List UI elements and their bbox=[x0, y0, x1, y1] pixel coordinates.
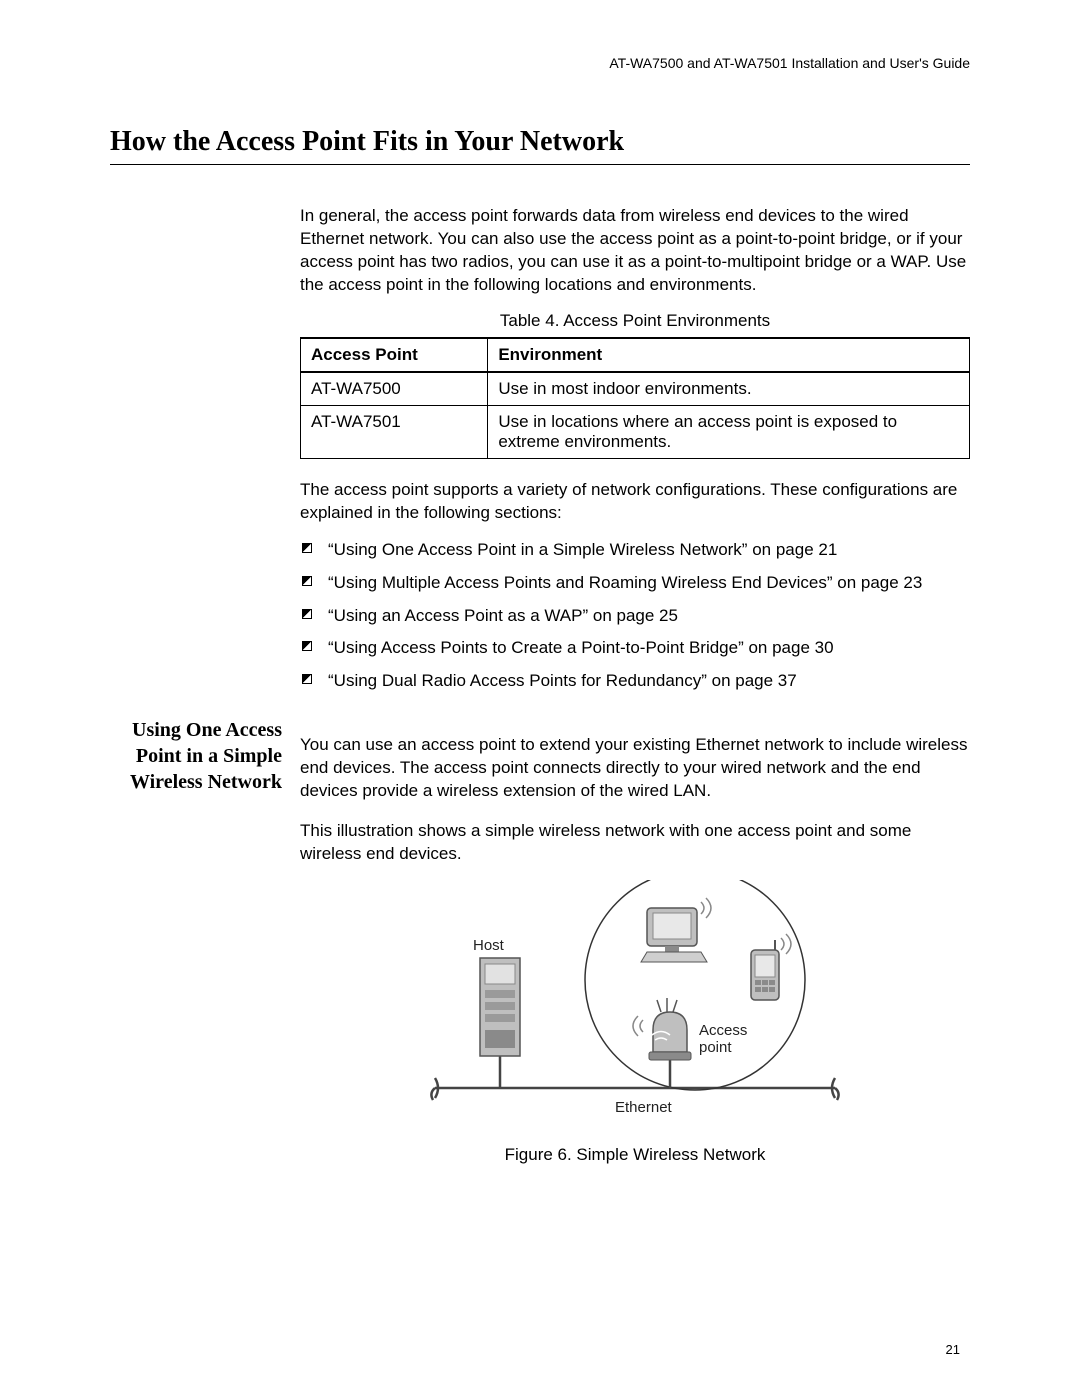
environments-table: Access Point Environment AT-WA7500 Use i… bbox=[300, 337, 970, 459]
section-p1: You can use an access point to extend yo… bbox=[300, 734, 970, 803]
section-p2: This illustration shows a simple wireles… bbox=[300, 820, 970, 866]
ethernet-label: Ethernet bbox=[615, 1099, 673, 1116]
table-caption: Table 4. Access Point Environments bbox=[300, 311, 970, 331]
table-row: AT-WA7501 Use in locations where an acce… bbox=[301, 405, 970, 458]
list-item: “Using Access Points to Create a Point-t… bbox=[300, 637, 970, 660]
table-cell: AT-WA7500 bbox=[301, 372, 488, 406]
table-header-cell: Access Point bbox=[301, 338, 488, 372]
host-label: Host bbox=[473, 937, 505, 954]
desktop-pc-icon bbox=[641, 898, 711, 962]
network-diagram: Ethernet Host bbox=[415, 880, 855, 1130]
table-header-cell: Environment bbox=[488, 338, 970, 372]
intro-paragraph: In general, the access point forwards da… bbox=[300, 205, 970, 297]
table-row: AT-WA7500 Use in most indoor environment… bbox=[301, 372, 970, 406]
list-item: “Using Multiple Access Points and Roamin… bbox=[300, 572, 970, 595]
section-two-col: Using One Access Point in a Simple Wirel… bbox=[110, 717, 970, 1165]
handheld-device-icon bbox=[751, 934, 791, 1000]
bullet-list: “Using One Access Point in a Simple Wire… bbox=[300, 539, 970, 694]
side-heading: Using One Access Point in a Simple Wirel… bbox=[110, 717, 300, 795]
list-item: “Using an Access Point as a WAP” on page… bbox=[300, 605, 970, 628]
running-header: AT-WA7500 and AT-WA7501 Installation and… bbox=[110, 55, 970, 71]
intro-block: In general, the access point forwards da… bbox=[300, 205, 970, 693]
table-cell: Use in most indoor environments. bbox=[488, 372, 970, 406]
section-body: You can use an access point to extend yo… bbox=[300, 717, 970, 1165]
document-page: AT-WA7500 and AT-WA7501 Installation and… bbox=[0, 0, 1080, 1397]
table-header-row: Access Point Environment bbox=[301, 338, 970, 372]
page-title: How the Access Point Fits in Your Networ… bbox=[110, 126, 970, 165]
access-point-icon bbox=[633, 998, 691, 1060]
list-item: “Using One Access Point in a Simple Wire… bbox=[300, 539, 970, 562]
figure-wrap: Ethernet Host bbox=[300, 880, 970, 1165]
figure-caption: Figure 6. Simple Wireless Network bbox=[300, 1145, 970, 1165]
access-point-label-1: Access bbox=[699, 1022, 747, 1039]
access-point-label-2: point bbox=[699, 1039, 732, 1056]
page-number: 21 bbox=[946, 1342, 960, 1357]
host-tower-icon bbox=[480, 958, 520, 1056]
list-item: “Using Dual Radio Access Points for Redu… bbox=[300, 670, 970, 693]
table-cell: Use in locations where an access point i… bbox=[488, 405, 970, 458]
after-table-paragraph: The access point supports a variety of n… bbox=[300, 479, 970, 525]
table-cell: AT-WA7501 bbox=[301, 405, 488, 458]
